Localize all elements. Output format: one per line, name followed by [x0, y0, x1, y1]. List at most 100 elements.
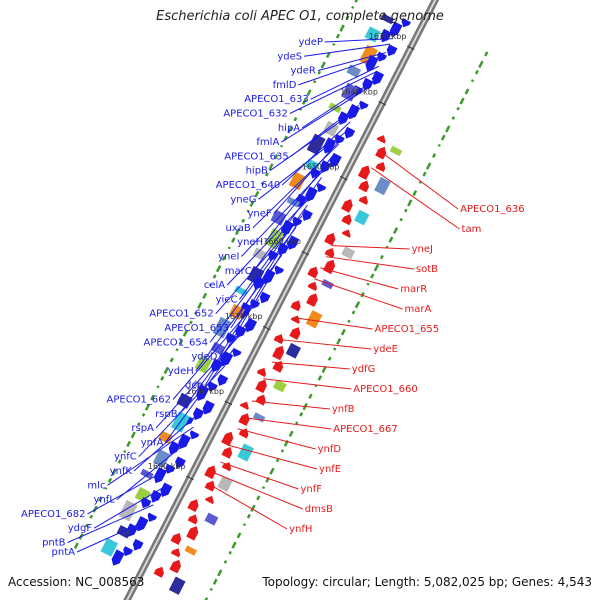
- gene-feature: [287, 235, 300, 250]
- gene-feature: [306, 293, 318, 308]
- gene-feature: [221, 446, 233, 459]
- gene-label-leader: [314, 278, 403, 310]
- gc-skew-mark: [236, 532, 242, 539]
- gc-skew-mark: [351, 5, 355, 9]
- gene-label: yieC: [216, 294, 238, 305]
- gene-feature: [386, 44, 398, 57]
- gc-skew-mark: [327, 356, 332, 361]
- gene-label-leader: [271, 361, 350, 370]
- gene-label-leader: [87, 465, 174, 515]
- gene-label: celA: [204, 280, 225, 291]
- gene-feature: [374, 176, 391, 196]
- gene-label-leader: [251, 400, 330, 410]
- gene-label: ynfB: [332, 404, 355, 415]
- gene-feature: [207, 381, 218, 392]
- gene-label: uxaB: [226, 223, 251, 234]
- gene-label: APECO1_633: [244, 94, 309, 105]
- gene-label: ynfE: [319, 464, 341, 475]
- gene-label-leader: [301, 82, 371, 129]
- gc-skew-mark: [234, 227, 241, 236]
- gc-skew-mark: [231, 237, 236, 243]
- gc-skew-mark: [456, 106, 460, 111]
- gc-skew-mark: [117, 459, 122, 464]
- axis-tick-mark: [224, 400, 233, 406]
- gene-label-leader: [241, 165, 328, 257]
- gc-skew-mark: [104, 486, 108, 490]
- axis-tick-mark: [186, 475, 194, 481]
- gene-feature: [341, 246, 356, 260]
- gene-feature: [239, 401, 249, 410]
- axis-tick-label: 1630 kbp: [369, 32, 407, 41]
- gene-label: yneG: [230, 194, 256, 205]
- gene-feature: [289, 327, 301, 340]
- gene-feature: [341, 214, 352, 226]
- gc-skew-mark: [169, 357, 174, 363]
- gene-label: pntA: [52, 547, 76, 558]
- gene-feature: [168, 440, 181, 455]
- map-title: Escherichia coli APEC O1, complete genom…: [156, 9, 444, 24]
- gc-skew-mark: [340, 328, 346, 336]
- gc-skew-mark: [317, 70, 322, 75]
- gc-skew-mark: [137, 422, 141, 426]
- gene-label-leader: [116, 443, 186, 500]
- accession-label: Accession: NC_008563: [8, 575, 145, 589]
- gene-label: APECO1_632: [223, 109, 288, 120]
- gc-skew-mark: [221, 255, 227, 261]
- gc-skew-mark: [459, 97, 465, 105]
- gc-skew-mark: [156, 385, 160, 389]
- gene-feature: [305, 310, 323, 329]
- gene-feature: [256, 367, 267, 378]
- gene-label-leader: [281, 88, 368, 143]
- axis-tick-label: 1640 kbp: [340, 87, 378, 96]
- gene-label-leader: [138, 365, 226, 458]
- gene-feature: [147, 512, 157, 522]
- axis-tick-mark: [378, 100, 387, 106]
- gc-skew-mark: [212, 274, 217, 279]
- gene-label-leader: [253, 177, 323, 272]
- gc-skew-mark: [347, 319, 351, 323]
- gene-feature: [321, 278, 334, 290]
- gene-label-leader: [209, 227, 297, 343]
- gene-label: sotB: [416, 264, 438, 275]
- gc-skew-mark: [73, 542, 79, 549]
- gene-label: APECO1_652: [149, 309, 214, 320]
- gc-skew-mark: [412, 190, 418, 197]
- gene-feature: [359, 44, 378, 67]
- gc-skew-mark: [308, 393, 313, 399]
- gc-skew-mark: [451, 116, 456, 120]
- gene-label: marC: [225, 266, 252, 277]
- gene-label-leader: [281, 121, 351, 186]
- gene-feature: [152, 449, 171, 468]
- gene-feature: [153, 566, 164, 578]
- gene-label-leader: [298, 54, 385, 86]
- gc-skew-mark: [250, 504, 256, 513]
- gene-label: hipA: [278, 123, 300, 134]
- gene-label: APECO1_654: [144, 337, 209, 348]
- gene-feature: [184, 545, 198, 556]
- gene-feature: [304, 158, 320, 173]
- gene-feature: [358, 180, 370, 193]
- gene-feature: [168, 576, 186, 595]
- gc-skew-mark: [388, 236, 394, 243]
- gene-feature: [204, 495, 214, 505]
- gene-feature: [380, 13, 395, 25]
- gc-skew-mark: [404, 208, 408, 213]
- gene-feature: [187, 514, 198, 525]
- gene-label-leader: [220, 461, 299, 490]
- axis-tick-label: 1650 kbp: [302, 162, 340, 171]
- gc-skew-mark: [445, 125, 451, 133]
- gene-feature: [288, 171, 307, 191]
- gene-feature: [302, 209, 313, 221]
- gc-skew-mark: [182, 329, 189, 337]
- gc-skew-mark: [288, 430, 294, 438]
- gene-label-leader: [76, 521, 146, 553]
- gene-label: ynfF: [300, 484, 322, 495]
- gc-skew-mark: [301, 98, 307, 105]
- gene-feature: [232, 347, 242, 358]
- gc-skew-mark: [339, 24, 345, 32]
- gc-skew-mark: [208, 283, 212, 287]
- gc-skew-mark: [107, 477, 113, 483]
- gene-feature: [252, 247, 268, 261]
- gc-skew-mark: [197, 301, 203, 309]
- gene-label: yneF: [247, 209, 271, 220]
